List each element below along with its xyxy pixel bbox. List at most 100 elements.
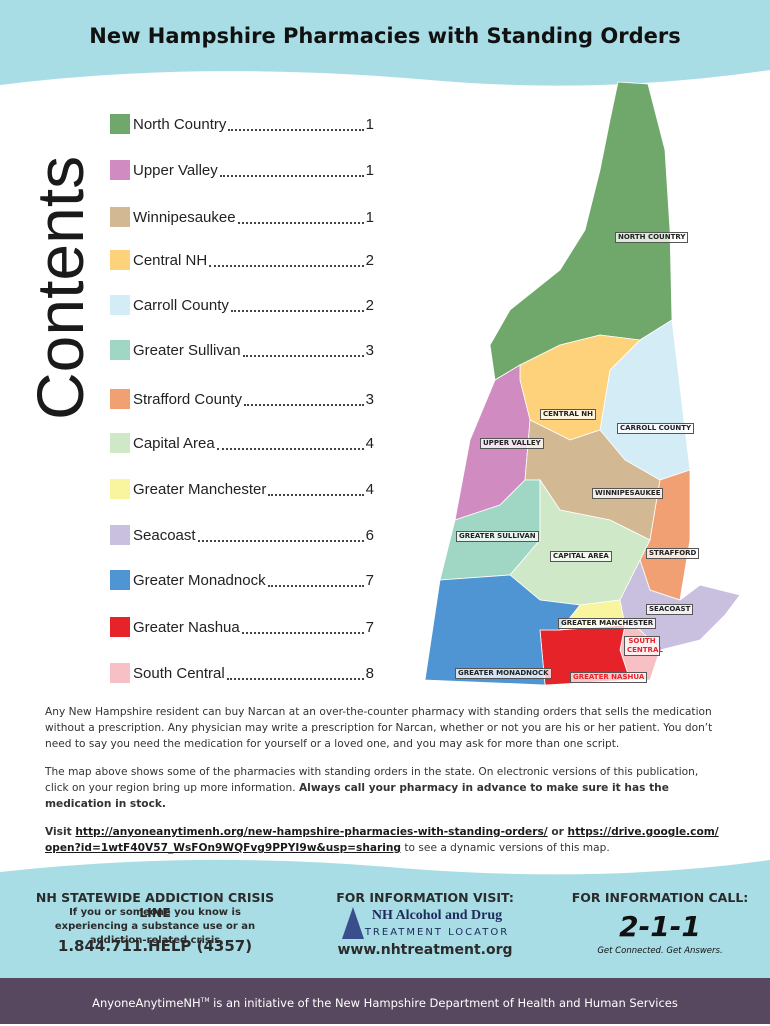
item-page: 1: [365, 115, 374, 133]
item-name: Greater Sullivan: [133, 341, 241, 359]
item-name: Greater Manchester: [133, 480, 267, 498]
contents-item[interactable]: Winnipesaukee 1: [110, 206, 374, 228]
call-title: FOR INFORMATION CALL:: [571, 890, 749, 905]
contents-item[interactable]: Capital Area 4: [110, 432, 374, 454]
contents-item[interactable]: Greater Monadnock 7: [110, 569, 374, 591]
item-name: Strafford County: [133, 390, 242, 408]
item-name: North Country: [133, 115, 227, 133]
item-name: Winnipesaukee: [133, 208, 236, 226]
paragraph: Any New Hampshire resident can buy Narca…: [45, 706, 713, 750]
swatch: [110, 389, 130, 409]
swatch: [110, 663, 130, 683]
contents-item[interactable]: Seacoast 6: [110, 524, 374, 546]
header-band: [0, 0, 770, 86]
item-name: Capital Area: [133, 434, 215, 452]
region-label: GREATER MANCHESTER: [558, 618, 657, 629]
link[interactable]: https://drive.google.com/open?id=1wtF40V…: [45, 826, 719, 854]
contents-item[interactable]: South Central 8: [110, 662, 374, 684]
item-name: Seacoast: [133, 526, 196, 544]
swatch: [110, 617, 130, 637]
region-label: CARROLL COUNTY: [617, 423, 695, 434]
swatch: [110, 295, 130, 315]
item-page: 1: [365, 208, 374, 226]
leader: [230, 298, 364, 312]
item-name: Greater Nashua: [133, 618, 240, 636]
contents-item[interactable]: Greater Manchester 4: [110, 478, 374, 500]
region-label: WINNIPESAUKEE: [592, 488, 664, 499]
item-page: 3: [365, 341, 374, 359]
region-label: GREATER SULLIVAN: [456, 531, 539, 542]
crisis-subtitle: If you or someone you know is experienci…: [54, 907, 256, 946]
leader: [216, 436, 364, 450]
item-page: 7: [365, 618, 374, 636]
item-name: South Central: [133, 664, 225, 682]
leader: [197, 528, 364, 542]
item-page: 1: [365, 161, 374, 179]
item-page: 2: [365, 251, 374, 269]
leader: [243, 392, 364, 406]
bar-text: is an initiative of the New Hampshire De…: [209, 995, 678, 1010]
item-page: 4: [365, 434, 374, 452]
contents-item[interactable]: Strafford County 3: [110, 388, 374, 410]
visit-logo-sub: TREATMENT LOCATOR: [364, 927, 510, 938]
item-page: 6: [365, 526, 374, 544]
region-label: STRAFFORD: [646, 548, 700, 559]
region-label: GREATER NASHUA: [570, 672, 648, 683]
item-page: 8: [365, 664, 374, 682]
item-page: 7: [365, 571, 374, 589]
map: [424, 81, 741, 686]
swatch: [110, 433, 130, 453]
brand: AnyoneAnytimeNH: [92, 995, 201, 1010]
swatch: [110, 114, 130, 134]
region-label: NORTH COUNTRY: [615, 232, 689, 243]
region-label: CENTRAL NH: [540, 409, 596, 420]
region-label: SOUTH CENTRAL: [624, 636, 663, 656]
logo-icon: [342, 907, 364, 939]
crisis-phone: 1.844.711.HELP (4357): [57, 937, 253, 955]
contents-item[interactable]: Greater Nashua 7: [110, 616, 374, 638]
region-label: CAPITAL AREA: [550, 551, 612, 562]
bold-text: or: [547, 826, 568, 838]
contents-item[interactable]: Greater Sullivan 3: [110, 339, 374, 361]
bottom-bar: AnyoneAnytimeNHTM is an initiative of th…: [0, 978, 770, 1024]
region-greater-monadnock[interactable]: [424, 574, 581, 686]
swatch: [110, 570, 130, 590]
region-north-country[interactable]: [489, 81, 673, 381]
link[interactable]: http://anyoneanytimenh.org/new-hampshire…: [75, 826, 548, 838]
leader: [242, 343, 364, 357]
item-page: 3: [365, 390, 374, 408]
swatch: [110, 250, 130, 270]
leader: [228, 117, 364, 131]
contents-item[interactable]: Upper Valley 1: [110, 159, 374, 181]
paragraph: Visit http://anyoneanytimenh.org/new-ham…: [45, 824, 725, 856]
region-label: GREATER MONADNOCK: [455, 668, 552, 679]
visit-url: www.nhtreatment.org: [337, 942, 513, 958]
call-tagline: Get Connected. Get Answers.: [597, 946, 723, 956]
item-name: Greater Monadnock: [133, 571, 266, 589]
contents-item[interactable]: Carroll County 2: [110, 294, 374, 316]
leader: [267, 573, 364, 587]
leader: [219, 163, 364, 177]
trademark: TM: [200, 997, 210, 1004]
bold-text: Always call your pharmacy in advance to …: [45, 782, 669, 810]
footer-band: [0, 859, 770, 978]
visit-logo: NH Alcohol and Drug: [371, 908, 503, 923]
paragraph: The map above shows some of the pharmaci…: [45, 764, 725, 812]
item-page: 4: [365, 480, 374, 498]
leader: [237, 210, 364, 224]
bold-text: Visit: [45, 826, 76, 838]
text: The map above shows some of the pharmaci…: [45, 766, 699, 794]
swatch: [110, 160, 130, 180]
contents-label: Contents: [23, 155, 97, 420]
visit-title: FOR INFORMATION VISIT:: [336, 890, 514, 905]
item-name: Upper Valley: [133, 161, 218, 179]
leader: [268, 482, 364, 496]
swatch: [110, 340, 130, 360]
body-text: Any New Hampshire resident can buy Narca…: [45, 704, 725, 868]
crisis-title: NH STATEWIDE ADDICTION CRISIS LINE: [35, 890, 275, 920]
region-label: SEACOAST: [646, 604, 694, 615]
contents-item[interactable]: North Country 1: [110, 113, 374, 135]
contents-item[interactable]: Central NH 2: [110, 249, 374, 271]
